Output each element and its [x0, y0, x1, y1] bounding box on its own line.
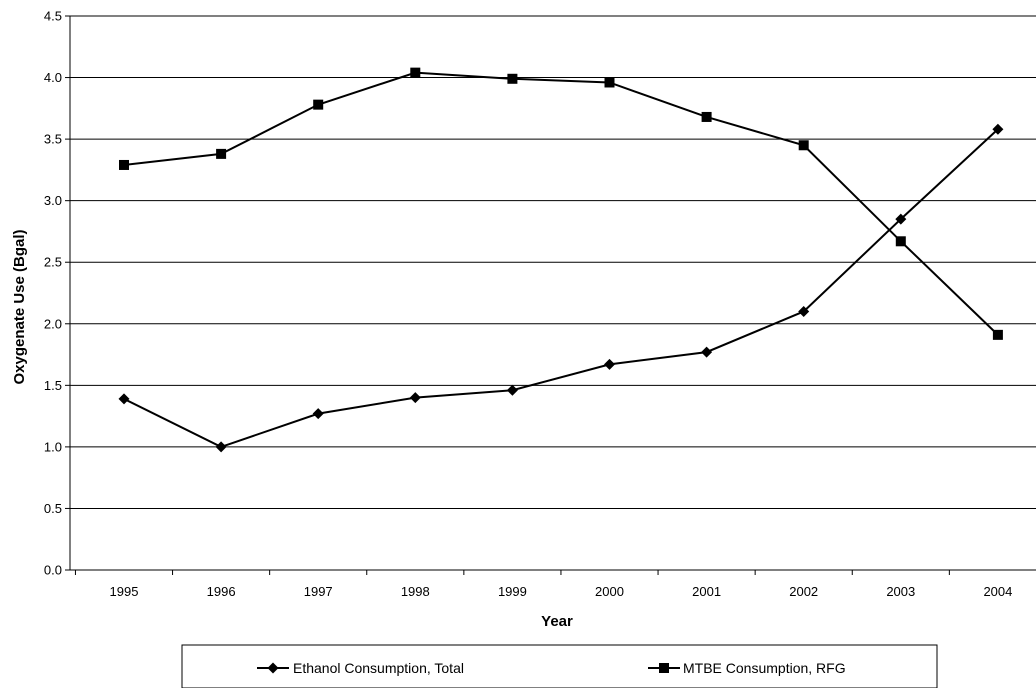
data-point-diamond: [267, 662, 279, 674]
y-tick-label: 4.0: [44, 70, 62, 85]
y-tick-label: 1.5: [44, 378, 62, 393]
x-axis-title: Year: [541, 613, 573, 630]
x-tick-label: 2003: [886, 584, 915, 599]
data-point-square: [659, 663, 669, 673]
data-point-square: [895, 236, 906, 247]
legend-items: Ethanol Consumption, Total MTBE Consumpti…: [257, 660, 846, 676]
y-tick-label: 4.5: [44, 9, 62, 24]
data-point-diamond: [895, 213, 907, 225]
x-tick-label: 1997: [304, 584, 333, 599]
legend-item: Ethanol Consumption, Total: [257, 660, 464, 676]
x-axis-ticks: 1995 1996 1997 1998 1999 2000 2001 2002 2003 2004: [74, 570, 1012, 599]
legend-label: Ethanol Consumption, Total: [293, 660, 464, 676]
legend-item: MTBE Consumption, RFG: [648, 660, 846, 676]
data-point-square: [313, 99, 324, 110]
x-tick-label: 2000: [595, 584, 624, 599]
x-tick-label: 1996: [207, 584, 236, 599]
y-tick-label: 2.5: [44, 255, 62, 270]
y-axis-ticks: 0.0 0.5 1.0 1.5 2.0 2.5 3.0 3.5 4.0 4.5: [44, 9, 70, 578]
data-point-diamond: [506, 384, 518, 396]
data-point-diamond: [701, 346, 713, 358]
data-point-diamond: [604, 358, 615, 370]
y-tick-label: 3.0: [44, 193, 62, 208]
data-point-square: [410, 67, 421, 78]
axes: [69, 16, 1036, 571]
data-point-square: [701, 111, 712, 122]
series-line: [123, 128, 999, 448]
data-point-square: [992, 329, 1003, 340]
legend-box: [181, 644, 938, 688]
series-group: [118, 67, 1004, 453]
gridlines: [70, 15, 1036, 509]
data-point-square: [119, 159, 129, 170]
legend-label: MTBE Consumption, RFG: [683, 660, 846, 676]
series-mtbe: [119, 67, 1003, 340]
x-tick-label: 1999: [498, 584, 527, 599]
y-tick-label: 2.0: [44, 316, 62, 331]
legend: Ethanol Consumption, Total MTBE Consumpti…: [181, 644, 938, 688]
series-line: [123, 71, 999, 336]
x-tick-label: 1998: [401, 584, 430, 599]
data-point-diamond: [118, 393, 130, 405]
x-tick-label: 2001: [692, 584, 721, 599]
data-point-square: [604, 77, 615, 88]
y-tick-label: 3.5: [44, 132, 62, 147]
data-point-diamond: [312, 408, 324, 420]
y-tick-label: 0.5: [44, 501, 62, 516]
series-ethanol: [118, 123, 1004, 453]
x-tick-label: 2002: [789, 584, 818, 599]
data-point-diamond: [992, 123, 1004, 135]
data-point-square: [798, 140, 809, 151]
data-point-square: [507, 73, 518, 84]
data-point-diamond: [409, 392, 421, 404]
x-tick-label: 1995: [110, 584, 139, 599]
y-axis-title: Oxygenate Use (Bgal): [11, 229, 28, 384]
y-tick-label: 0.0: [44, 563, 62, 578]
data-point-diamond: [798, 305, 810, 317]
y-tick-label: 1.0: [44, 439, 62, 454]
x-tick-label: 2004: [983, 584, 1012, 599]
data-point-diamond: [215, 441, 227, 453]
data-point-square: [216, 148, 227, 159]
